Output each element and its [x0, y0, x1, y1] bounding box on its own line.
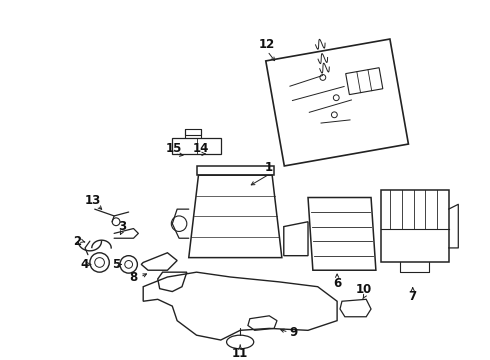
Bar [381, 190, 449, 262]
Text: 5: 5 [112, 258, 120, 271]
Text: 9: 9 [290, 326, 297, 339]
Text: 7: 7 [409, 290, 417, 303]
Text: 10: 10 [356, 283, 372, 296]
Text: 3: 3 [118, 220, 126, 233]
Text: 6: 6 [333, 277, 341, 290]
Text: 12: 12 [259, 38, 275, 51]
Text: 14: 14 [193, 141, 210, 154]
Text: 11: 11 [232, 347, 248, 360]
Text: 4: 4 [81, 258, 89, 271]
Bar [185, 129, 201, 135]
Text: 13: 13 [85, 194, 101, 207]
Bar [172, 138, 221, 154]
Text: 1: 1 [265, 161, 273, 174]
Text: 8: 8 [129, 270, 138, 284]
Text: 2: 2 [73, 235, 81, 248]
Text: 15: 15 [166, 141, 182, 154]
